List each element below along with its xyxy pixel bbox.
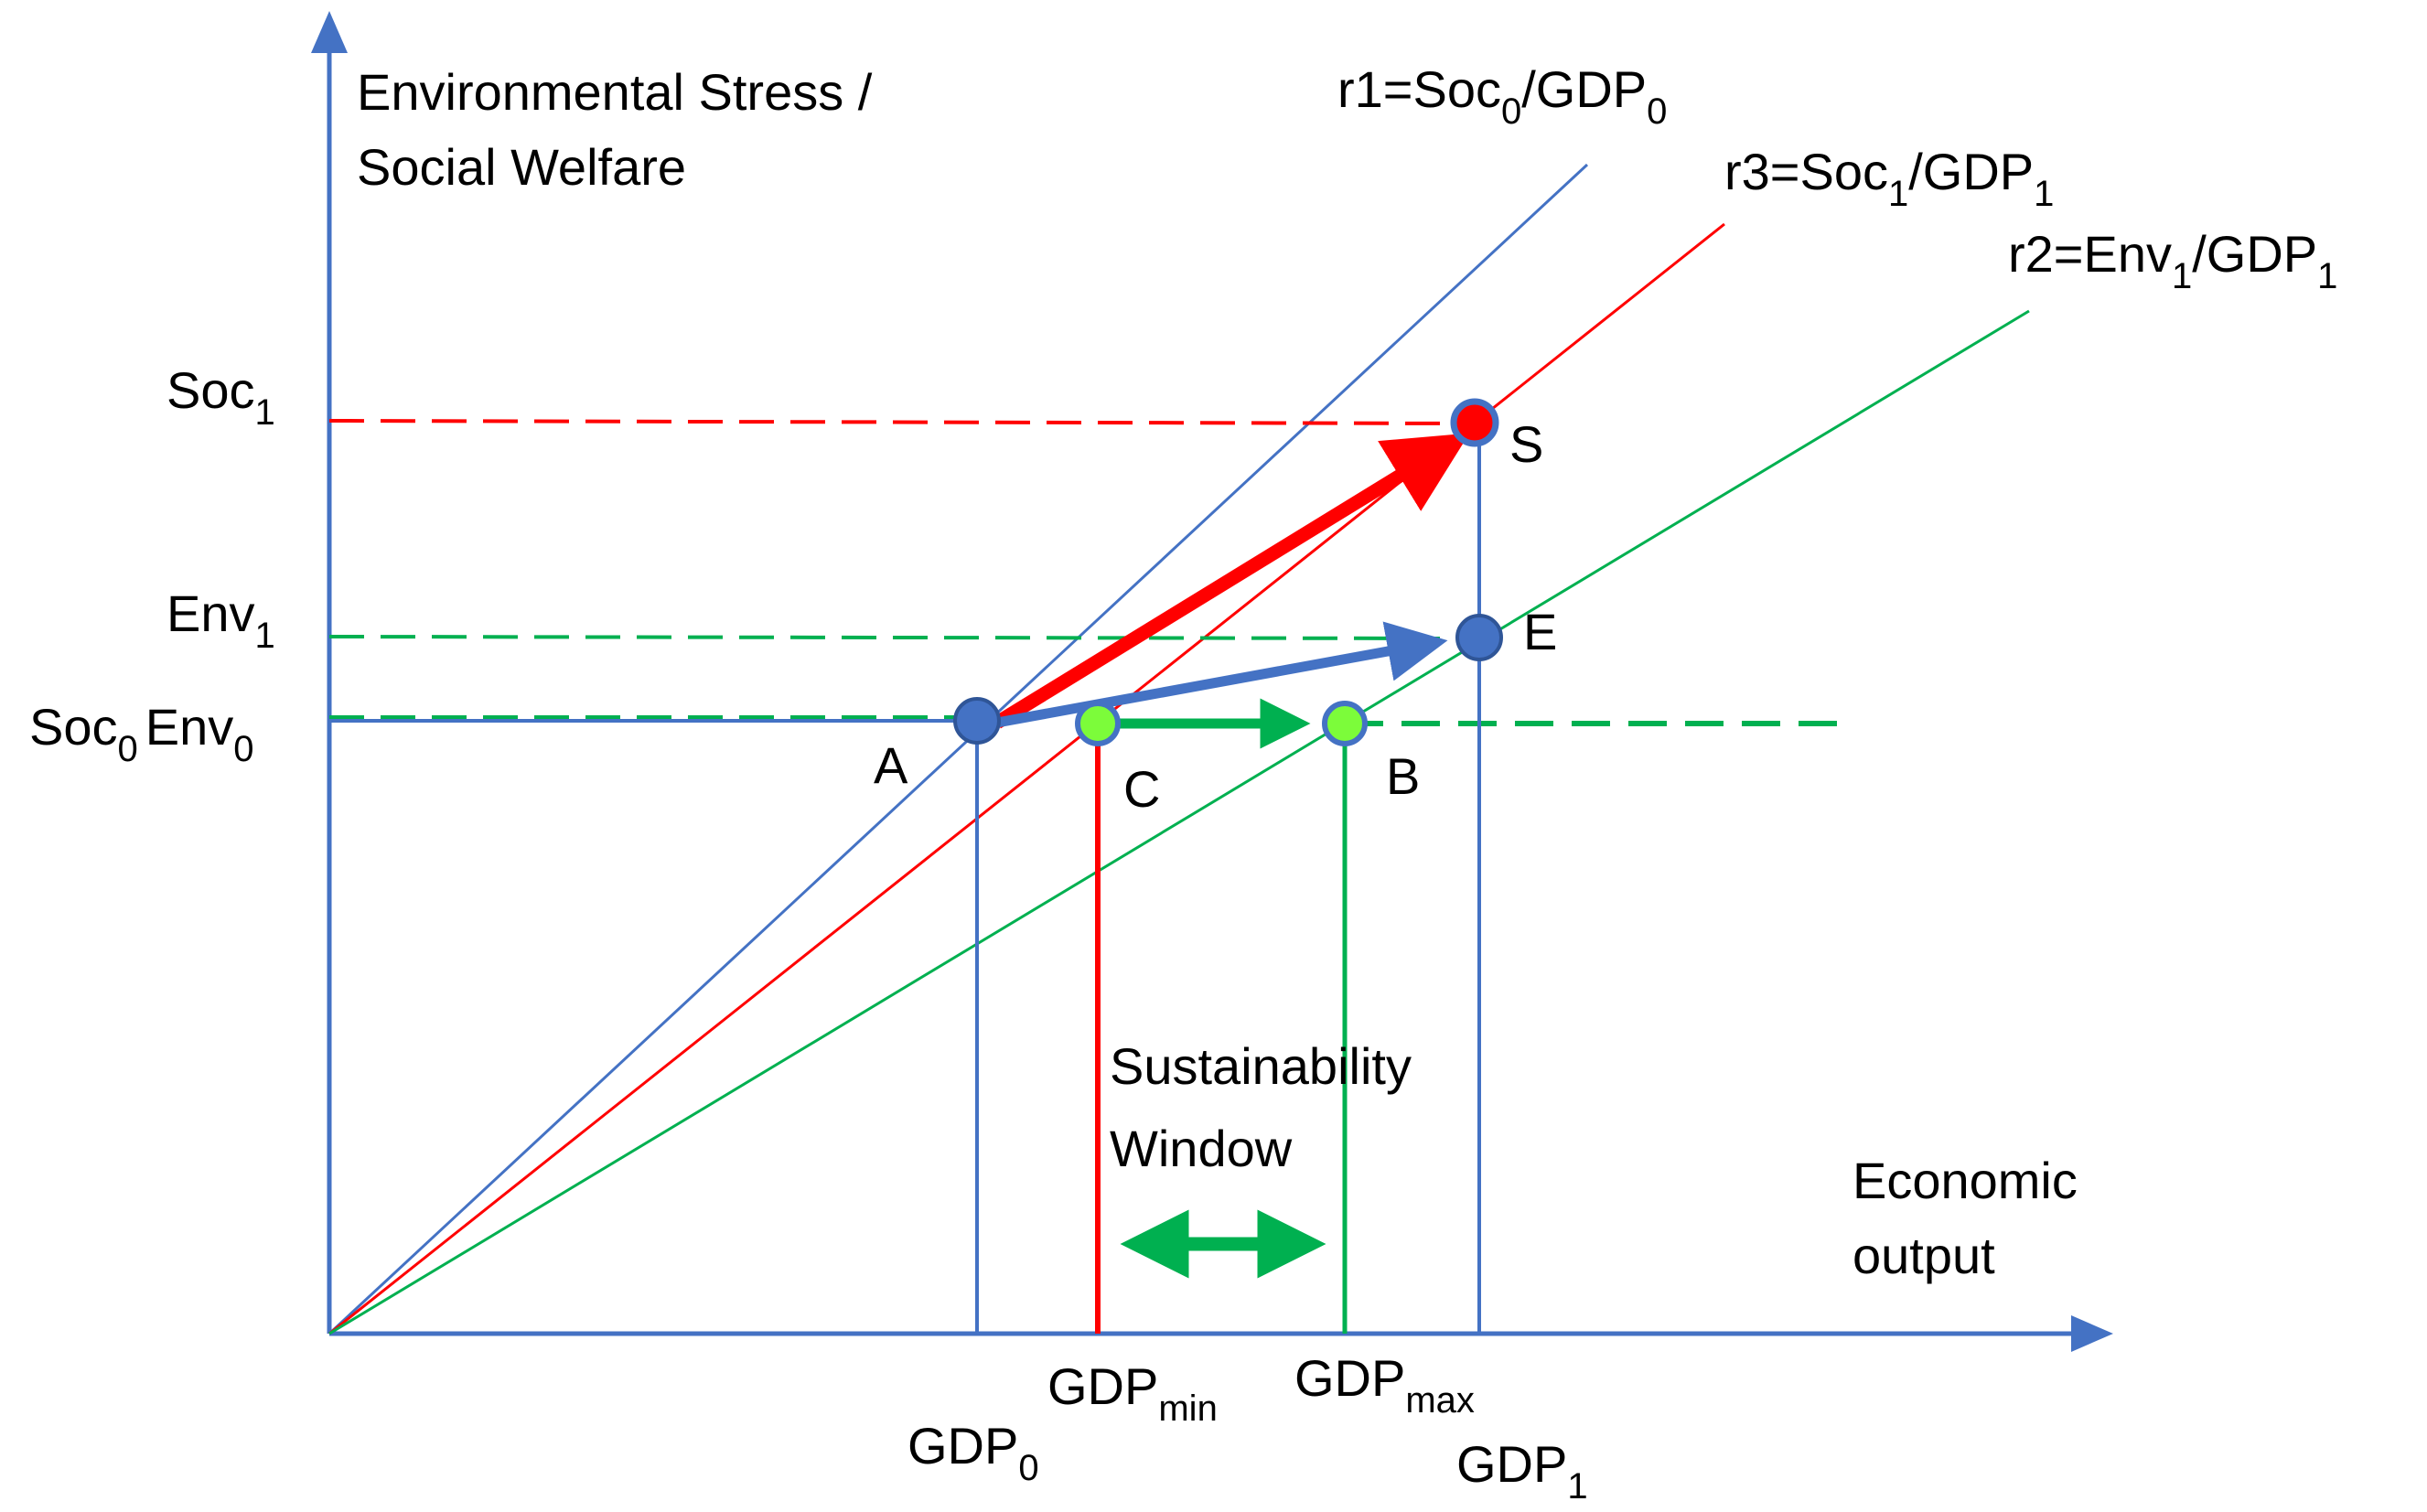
point-a (953, 697, 1001, 745)
ray-r2 (328, 309, 2030, 1335)
env1-guide (328, 635, 1476, 640)
label-b: B (1386, 747, 1420, 805)
y-axis-arrowhead (311, 11, 348, 53)
label-e: E (1523, 603, 1557, 660)
y-label-env1: Env1 (166, 584, 275, 656)
x-label-gdp0: GDP0 (907, 1417, 1039, 1488)
point-e (1455, 614, 1503, 661)
label-s: S (1509, 415, 1543, 473)
y-label-soc1: Soc1 (166, 361, 275, 433)
x-axis (329, 1315, 2113, 1352)
x-axis-title-line1: Economic (1852, 1152, 2078, 1209)
x-label-gdpmin: GDPmin (1047, 1357, 1218, 1429)
label-c: C (1123, 760, 1160, 818)
point-s (1450, 398, 1499, 447)
x-axis-title-line2: output (1852, 1227, 1995, 1284)
point-c (1075, 701, 1121, 746)
y-axis-title-line2: Social Welfare (357, 138, 686, 196)
y-axis-title-line1: Environmental Stress / (357, 63, 873, 121)
sustainability-window-line1: Sustainability (1110, 1037, 1412, 1095)
arrow-a-to-s (993, 433, 1470, 729)
arrow-a-to-e (996, 621, 1448, 728)
label-a: A (874, 736, 908, 794)
point-b (1322, 701, 1368, 746)
y-label-soc0-env0: Soc0 Env0 (29, 698, 254, 769)
sustainability-window-line2: Window (1110, 1120, 1293, 1177)
x-axis-arrowhead (2071, 1315, 2113, 1352)
soc1-guide (328, 419, 1476, 425)
ray-r1 (328, 163, 1589, 1335)
y-axis (311, 11, 348, 1334)
ray-r3 (328, 222, 1725, 1335)
x-label-gdp1: GDP1 (1456, 1435, 1588, 1507)
ray-r1-label: r1=Soc0/GDP0 (1337, 60, 1667, 132)
ray-r3-label: r3=Soc1/GDP1 (1724, 143, 2054, 214)
ray-r2-label: r2=Env1/GDP1 (2008, 225, 2337, 296)
x-label-gdpmax: GDPmax (1294, 1349, 1475, 1421)
